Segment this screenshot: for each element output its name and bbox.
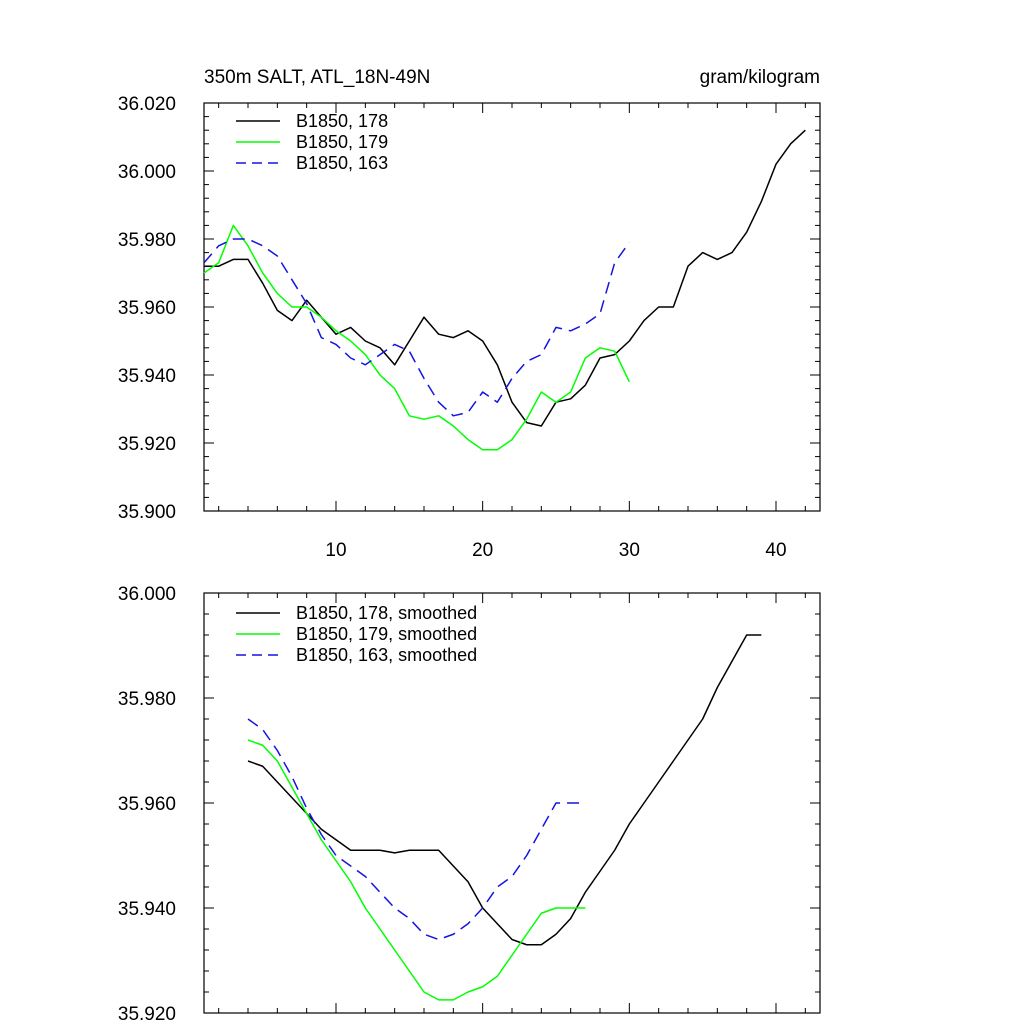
ticks-top xyxy=(204,102,820,512)
y-tick-labels-bottom: 35.920 35.940 35.960 35.980 36.000 xyxy=(118,584,176,1024)
y-tick-label: 35.960 xyxy=(118,794,176,815)
units-label: gram/kilogram xyxy=(700,67,820,88)
series-top xyxy=(203,129,806,451)
series-line-b1850-179 xyxy=(203,224,631,451)
x-tick-label: 30 xyxy=(619,540,640,561)
y-tick-label: 35.980 xyxy=(118,230,176,251)
legend-label: B1850, 179 xyxy=(296,132,388,152)
y-tick-label: 35.940 xyxy=(118,899,176,920)
series-line-b1850-163-smoothed xyxy=(247,718,586,941)
legend-bottom: B1850, 178, smoothed B1850, 179, smoothe… xyxy=(236,603,477,665)
legend-label: B1850, 163 xyxy=(296,153,388,173)
y-tick-label: 36.020 xyxy=(118,94,176,115)
bottom-panel: 35.920 35.940 35.960 35.980 36.000 B1850… xyxy=(118,584,821,1024)
legend-top: B1850, 178 B1850, 179 B1850, 163 xyxy=(236,111,388,173)
legend-label: B1850, 178 xyxy=(296,111,388,131)
y-tick-label: 35.920 xyxy=(118,1004,176,1024)
series-line-b1850-178 xyxy=(204,129,806,427)
x-tick-labels-top: 10 20 30 40 xyxy=(325,540,786,561)
ticks-bottom xyxy=(204,592,820,1014)
series-line-b1850-163 xyxy=(203,238,630,417)
legend-label: B1850, 163, smoothed xyxy=(296,645,477,665)
x-tick-label: 10 xyxy=(325,540,346,561)
series-line-b1850-178-smoothed xyxy=(247,634,762,946)
y-tick-label: 35.940 xyxy=(118,366,176,387)
chart-title: 350m SALT, ATL_18N-49N xyxy=(204,67,430,88)
y-tick-label: 35.980 xyxy=(118,689,176,710)
y-tick-label: 35.900 xyxy=(118,502,176,523)
series-bottom xyxy=(247,634,762,1001)
y-tick-labels-top: 35.900 35.920 35.940 35.960 35.980 36.00… xyxy=(118,94,176,523)
y-tick-label: 35.920 xyxy=(118,434,176,455)
legend-label: B1850, 178, smoothed xyxy=(296,603,477,623)
x-tick-label: 20 xyxy=(472,540,493,561)
x-tick-label: 40 xyxy=(765,540,786,561)
y-tick-label: 35.960 xyxy=(118,298,176,319)
series-line-b1850-179-smoothed xyxy=(247,739,586,1001)
top-panel: 350m SALT, ATL_18N-49N gram/kilogram 35.… xyxy=(118,67,821,561)
y-tick-label: 36.000 xyxy=(118,584,176,605)
legend-label: B1850, 179, smoothed xyxy=(296,624,477,644)
y-tick-label: 36.000 xyxy=(118,162,176,183)
